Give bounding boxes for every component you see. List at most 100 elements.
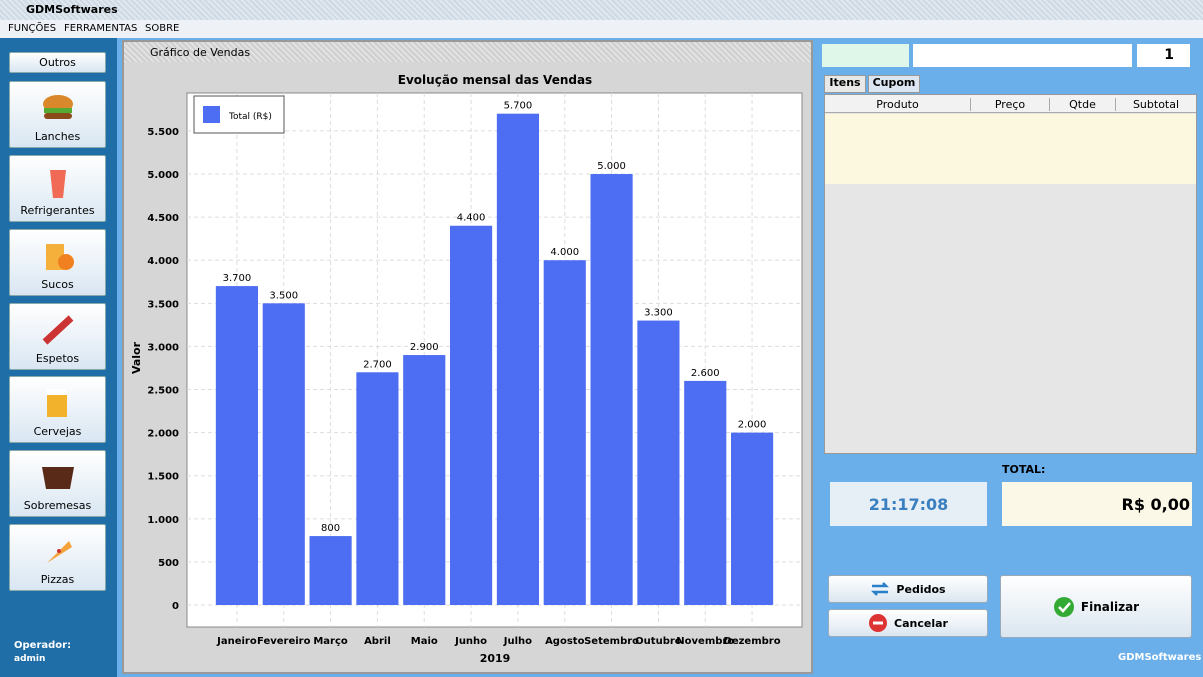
button[interactable]: Refrigerantes bbox=[9, 155, 106, 222]
data-label: 5.000 bbox=[597, 161, 626, 172]
tab[interactable]: Cupom bbox=[868, 75, 920, 93]
x-tick-label: Junho bbox=[454, 636, 487, 647]
quantity[interactable]: 1 bbox=[1137, 44, 1190, 67]
search-field[interactable] bbox=[913, 44, 1132, 67]
data-label: 2.900 bbox=[410, 342, 439, 353]
button[interactable]: Sobremesas bbox=[9, 450, 106, 517]
y-tick-label: 1.000 bbox=[147, 515, 179, 526]
button[interactable]: Cervejas bbox=[9, 376, 106, 443]
brand: GDMSoftwares bbox=[1118, 652, 1202, 663]
bar bbox=[450, 225, 493, 606]
icon bbox=[42, 95, 73, 119]
label: Espetos bbox=[35, 352, 80, 365]
title-bar: GDMSoftwares bbox=[0, 0, 1203, 20]
bar bbox=[731, 432, 774, 606]
menu[interactable]: SOBRE bbox=[145, 23, 180, 34]
legend-swatch bbox=[203, 106, 220, 123]
clock: 21:17:08 bbox=[830, 482, 987, 526]
menu-bar: FUNÇÕES FERRAMENTAS SOBRE bbox=[0, 20, 1203, 38]
label: Cancelar bbox=[894, 616, 948, 630]
bar bbox=[590, 174, 633, 606]
icon bbox=[869, 614, 888, 632]
y-tick-label: 5.000 bbox=[147, 170, 179, 181]
data-label: 800 bbox=[321, 523, 340, 534]
window-title: GDMSoftwares bbox=[26, 3, 118, 16]
x-tick-label: Março bbox=[313, 636, 348, 647]
data-label: 3.700 bbox=[223, 273, 252, 284]
button[interactable]: Finalizar bbox=[1000, 575, 1192, 638]
x-tick-label: Janeiro bbox=[216, 636, 257, 647]
x-axis-label: 2019 bbox=[480, 652, 511, 665]
data-label: 3.500 bbox=[269, 290, 298, 301]
y-axis-label: Valor bbox=[130, 341, 143, 374]
x-tick-label: Maio bbox=[411, 636, 438, 647]
y-tick-label: 4.500 bbox=[147, 213, 179, 224]
total: R$ 0,00 bbox=[1002, 482, 1192, 526]
button[interactable]: Cancelar bbox=[828, 609, 988, 637]
x-tick-label: Setembro bbox=[584, 636, 639, 647]
menu[interactable]: FUNÇÕES bbox=[8, 23, 57, 34]
x-tick-label: Agosto bbox=[545, 636, 585, 647]
code-field[interactable] bbox=[822, 44, 909, 67]
y-tick-label: 5.500 bbox=[147, 127, 179, 138]
label: Finalizar bbox=[1080, 599, 1140, 614]
button[interactable]: Pizzas bbox=[9, 524, 106, 591]
label: Pedidos bbox=[896, 582, 946, 596]
data-label: 4.000 bbox=[550, 247, 579, 258]
icon bbox=[42, 315, 73, 345]
icon bbox=[1053, 596, 1074, 617]
icon bbox=[49, 170, 66, 198]
frame-title: Gráfico de Vendas bbox=[150, 46, 251, 59]
menu[interactable]: FERRAMENTAS bbox=[64, 23, 138, 34]
icon bbox=[45, 244, 74, 270]
data-label: 4.400 bbox=[457, 213, 486, 224]
x-tick-label: Fevereiro bbox=[257, 636, 311, 647]
button[interactable]: Sucos bbox=[9, 229, 106, 296]
data-label: 2.700 bbox=[363, 359, 392, 370]
operator-label: Operador: bbox=[14, 640, 72, 651]
x-tick-label: Abril bbox=[364, 636, 391, 647]
y-tick-label: 3.000 bbox=[147, 342, 179, 353]
icon bbox=[46, 389, 67, 417]
y-tick-label: 3.500 bbox=[147, 299, 179, 310]
label: Cervejas bbox=[33, 425, 82, 438]
label: Sucos bbox=[41, 278, 74, 291]
table-row bbox=[825, 114, 1196, 184]
x-tick-label: Julho bbox=[503, 636, 532, 647]
y-tick-label: 500 bbox=[158, 558, 179, 569]
icon bbox=[46, 541, 72, 563]
x-tick-label: Novembro bbox=[676, 636, 734, 647]
y-tick-label: 2.000 bbox=[147, 429, 179, 440]
label: Lanches bbox=[34, 130, 81, 143]
operator: admin bbox=[14, 654, 46, 664]
bar bbox=[637, 320, 680, 606]
bar bbox=[543, 260, 586, 606]
button[interactable]: Lanches bbox=[9, 81, 106, 148]
y-tick-label: 4.000 bbox=[147, 256, 179, 267]
data-label: 5.700 bbox=[504, 101, 533, 112]
sidebar: Outros Lanches Refrigerantes Sucos Espet… bbox=[0, 38, 117, 677]
column: Produto bbox=[876, 98, 919, 111]
x-tick-label: Outubro bbox=[635, 636, 682, 647]
icon bbox=[41, 467, 74, 489]
label: Outros bbox=[39, 56, 76, 69]
button[interactable]: Espetos bbox=[9, 303, 106, 370]
label: Refrigerantes bbox=[20, 204, 95, 217]
bar bbox=[309, 536, 352, 606]
data-label: 2.000 bbox=[738, 420, 767, 431]
total-label: TOTAL: bbox=[1002, 463, 1046, 476]
tab[interactable]: Itens bbox=[824, 75, 866, 93]
x-tick-label: Dezembro bbox=[724, 636, 781, 647]
chart: Evolução mensal das Vendas Valor 2019 0 5… bbox=[130, 73, 803, 665]
bar bbox=[215, 286, 258, 606]
data-label: 3.300 bbox=[644, 308, 673, 319]
items-table: Produto Preço Qtde Subtotal bbox=[824, 94, 1197, 454]
button[interactable]: Pedidos bbox=[828, 575, 988, 603]
button[interactable]: Outros bbox=[9, 52, 106, 73]
bar bbox=[356, 372, 399, 606]
data-label: 2.600 bbox=[691, 368, 720, 379]
y-tick-label: 0 bbox=[172, 601, 179, 612]
label: Pizzas bbox=[40, 573, 75, 586]
legend-label: Total (R$) bbox=[228, 112, 272, 122]
